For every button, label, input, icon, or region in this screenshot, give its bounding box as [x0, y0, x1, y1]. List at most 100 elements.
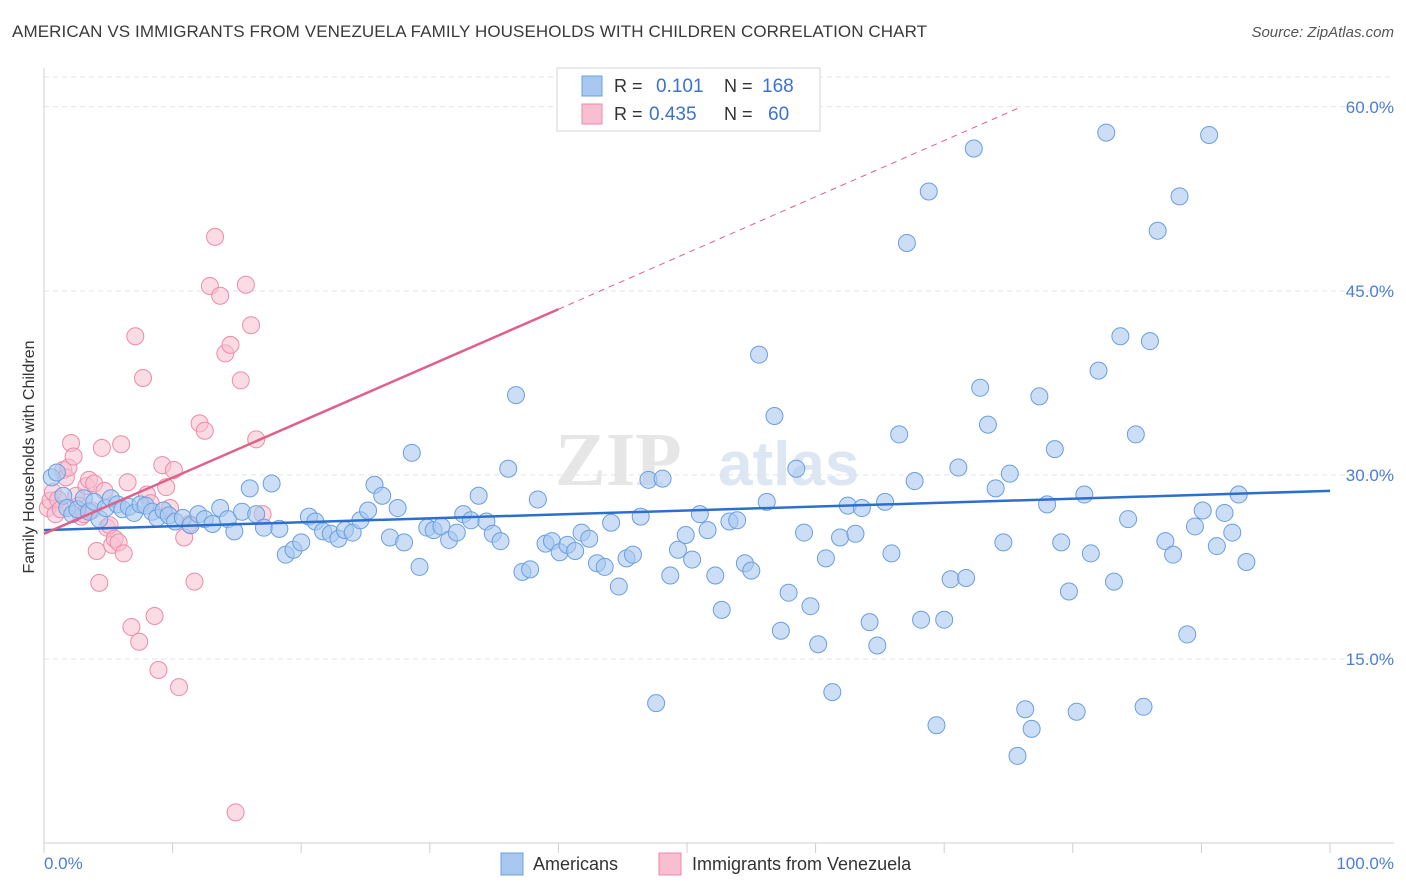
axes [43, 68, 1394, 853]
legend-n-value-americans: 168 [762, 76, 794, 97]
data-point-americans [742, 561, 761, 580]
bottom-legend-label-americans: Americans [533, 854, 618, 874]
data-point-americans [270, 519, 289, 538]
y-tick-label: 60.0% [1346, 98, 1394, 117]
data-point-americans [402, 443, 421, 462]
data-point-americans [1119, 510, 1138, 529]
series-legend: Americans Immigrants from Venezuela [500, 852, 912, 876]
data-point-americans [447, 523, 466, 542]
legend-swatch-americans [581, 75, 603, 97]
data-point-venezuela [195, 421, 214, 440]
data-point-americans [1030, 387, 1049, 406]
data-point-americans [1016, 700, 1035, 719]
data-point-americans [1185, 517, 1204, 536]
data-point-venezuela [130, 632, 149, 651]
data-point-americans [1052, 533, 1071, 552]
data-point-americans [905, 472, 924, 491]
data-point-americans [1104, 572, 1123, 591]
data-point-americans [225, 522, 244, 541]
data-point-venezuela [149, 660, 168, 679]
data-point-americans [1223, 523, 1242, 542]
data-point-americans [1156, 532, 1175, 551]
data-point-americans [690, 505, 709, 524]
data-point-americans [1164, 545, 1183, 564]
data-point-venezuela [87, 541, 106, 560]
data-point-americans [935, 610, 954, 629]
data-point-americans [1140, 332, 1159, 351]
data-point-americans [706, 566, 725, 585]
data-point-americans [765, 407, 784, 426]
data-point-americans [1081, 544, 1100, 563]
data-point-americans [994, 533, 1013, 552]
legend-r-value-americans: 0.101 [656, 76, 704, 97]
data-point-americans [528, 490, 547, 509]
data-point-venezuela [242, 316, 261, 335]
data-point-americans [668, 540, 687, 559]
data-point-americans [1067, 702, 1086, 721]
data-point-americans [712, 600, 731, 619]
legend-r-value-venezuela: 0.435 [649, 104, 697, 125]
data-point-americans [469, 486, 488, 505]
data-point-americans [801, 597, 820, 616]
data-point-americans [373, 486, 392, 505]
data-point-americans [852, 499, 871, 518]
data-point-americans [47, 463, 66, 482]
data-point-americans [1045, 440, 1064, 459]
bottom-legend-swatch-venezuela [658, 852, 682, 876]
data-point-americans [1170, 187, 1189, 206]
data-point-americans [927, 716, 946, 735]
legend-n-value-venezuela: 60 [768, 104, 789, 125]
data-point-americans [868, 636, 887, 655]
data-point-americans [359, 501, 378, 520]
data-point-venezuela [114, 544, 133, 563]
data-point-americans [491, 532, 510, 551]
data-point-americans [882, 544, 901, 563]
data-point-venezuela [206, 227, 225, 246]
data-point-venezuela [64, 447, 83, 466]
trend-lines [43, 106, 1331, 535]
data-point-americans [823, 683, 842, 702]
data-point-americans [647, 694, 666, 713]
chart-title: AMERICAN VS IMMIGRANTS FROM VENEZUELA FA… [12, 22, 928, 41]
data-point-venezuela [134, 368, 153, 387]
data-point-americans [676, 526, 695, 545]
data-point-americans [1022, 719, 1041, 738]
trend-line-americans [43, 489, 1331, 532]
data-point-americans [262, 474, 281, 493]
data-point-americans [698, 521, 717, 540]
data-point-americans [1089, 361, 1108, 380]
data-point-americans [787, 459, 806, 478]
data-point-americans [897, 234, 916, 253]
data-point-americans [461, 511, 480, 530]
watermark-zip: ZIP [555, 418, 682, 502]
data-point-americans [1000, 464, 1019, 483]
data-point-americans [809, 635, 828, 654]
legend-n-label-americans: N = [724, 76, 753, 96]
data-point-venezuela [90, 573, 109, 592]
data-point-americans [1237, 553, 1256, 572]
data-point-venezuela [122, 618, 141, 637]
data-point-americans [860, 613, 879, 632]
data-point-americans [521, 560, 540, 579]
data-point-venezuela [236, 275, 255, 294]
data-point-americans [1097, 123, 1116, 142]
y-tick-label: 45.0% [1346, 282, 1394, 301]
data-point-americans [499, 459, 518, 478]
source-credit: Source: ZipAtlas.com [1251, 24, 1394, 41]
data-point-americans [506, 386, 525, 405]
data-point-americans [292, 533, 311, 552]
legend-r-label-venezuela: R = [614, 104, 643, 124]
data-point-venezuela [126, 327, 145, 346]
data-point-americans [388, 499, 407, 518]
data-point-americans [395, 533, 414, 552]
bottom-legend-label-venezuela: Immigrants from Venezuela [692, 854, 912, 874]
data-point-americans [890, 425, 909, 444]
data-point-venezuela [92, 438, 111, 457]
data-point-americans [795, 523, 814, 542]
data-point-americans [1134, 697, 1153, 716]
data-point-americans [971, 378, 990, 397]
data-point-venezuela [226, 803, 245, 822]
x-tick-label-min: 0.0% [44, 854, 83, 873]
series-americans [42, 123, 1256, 765]
